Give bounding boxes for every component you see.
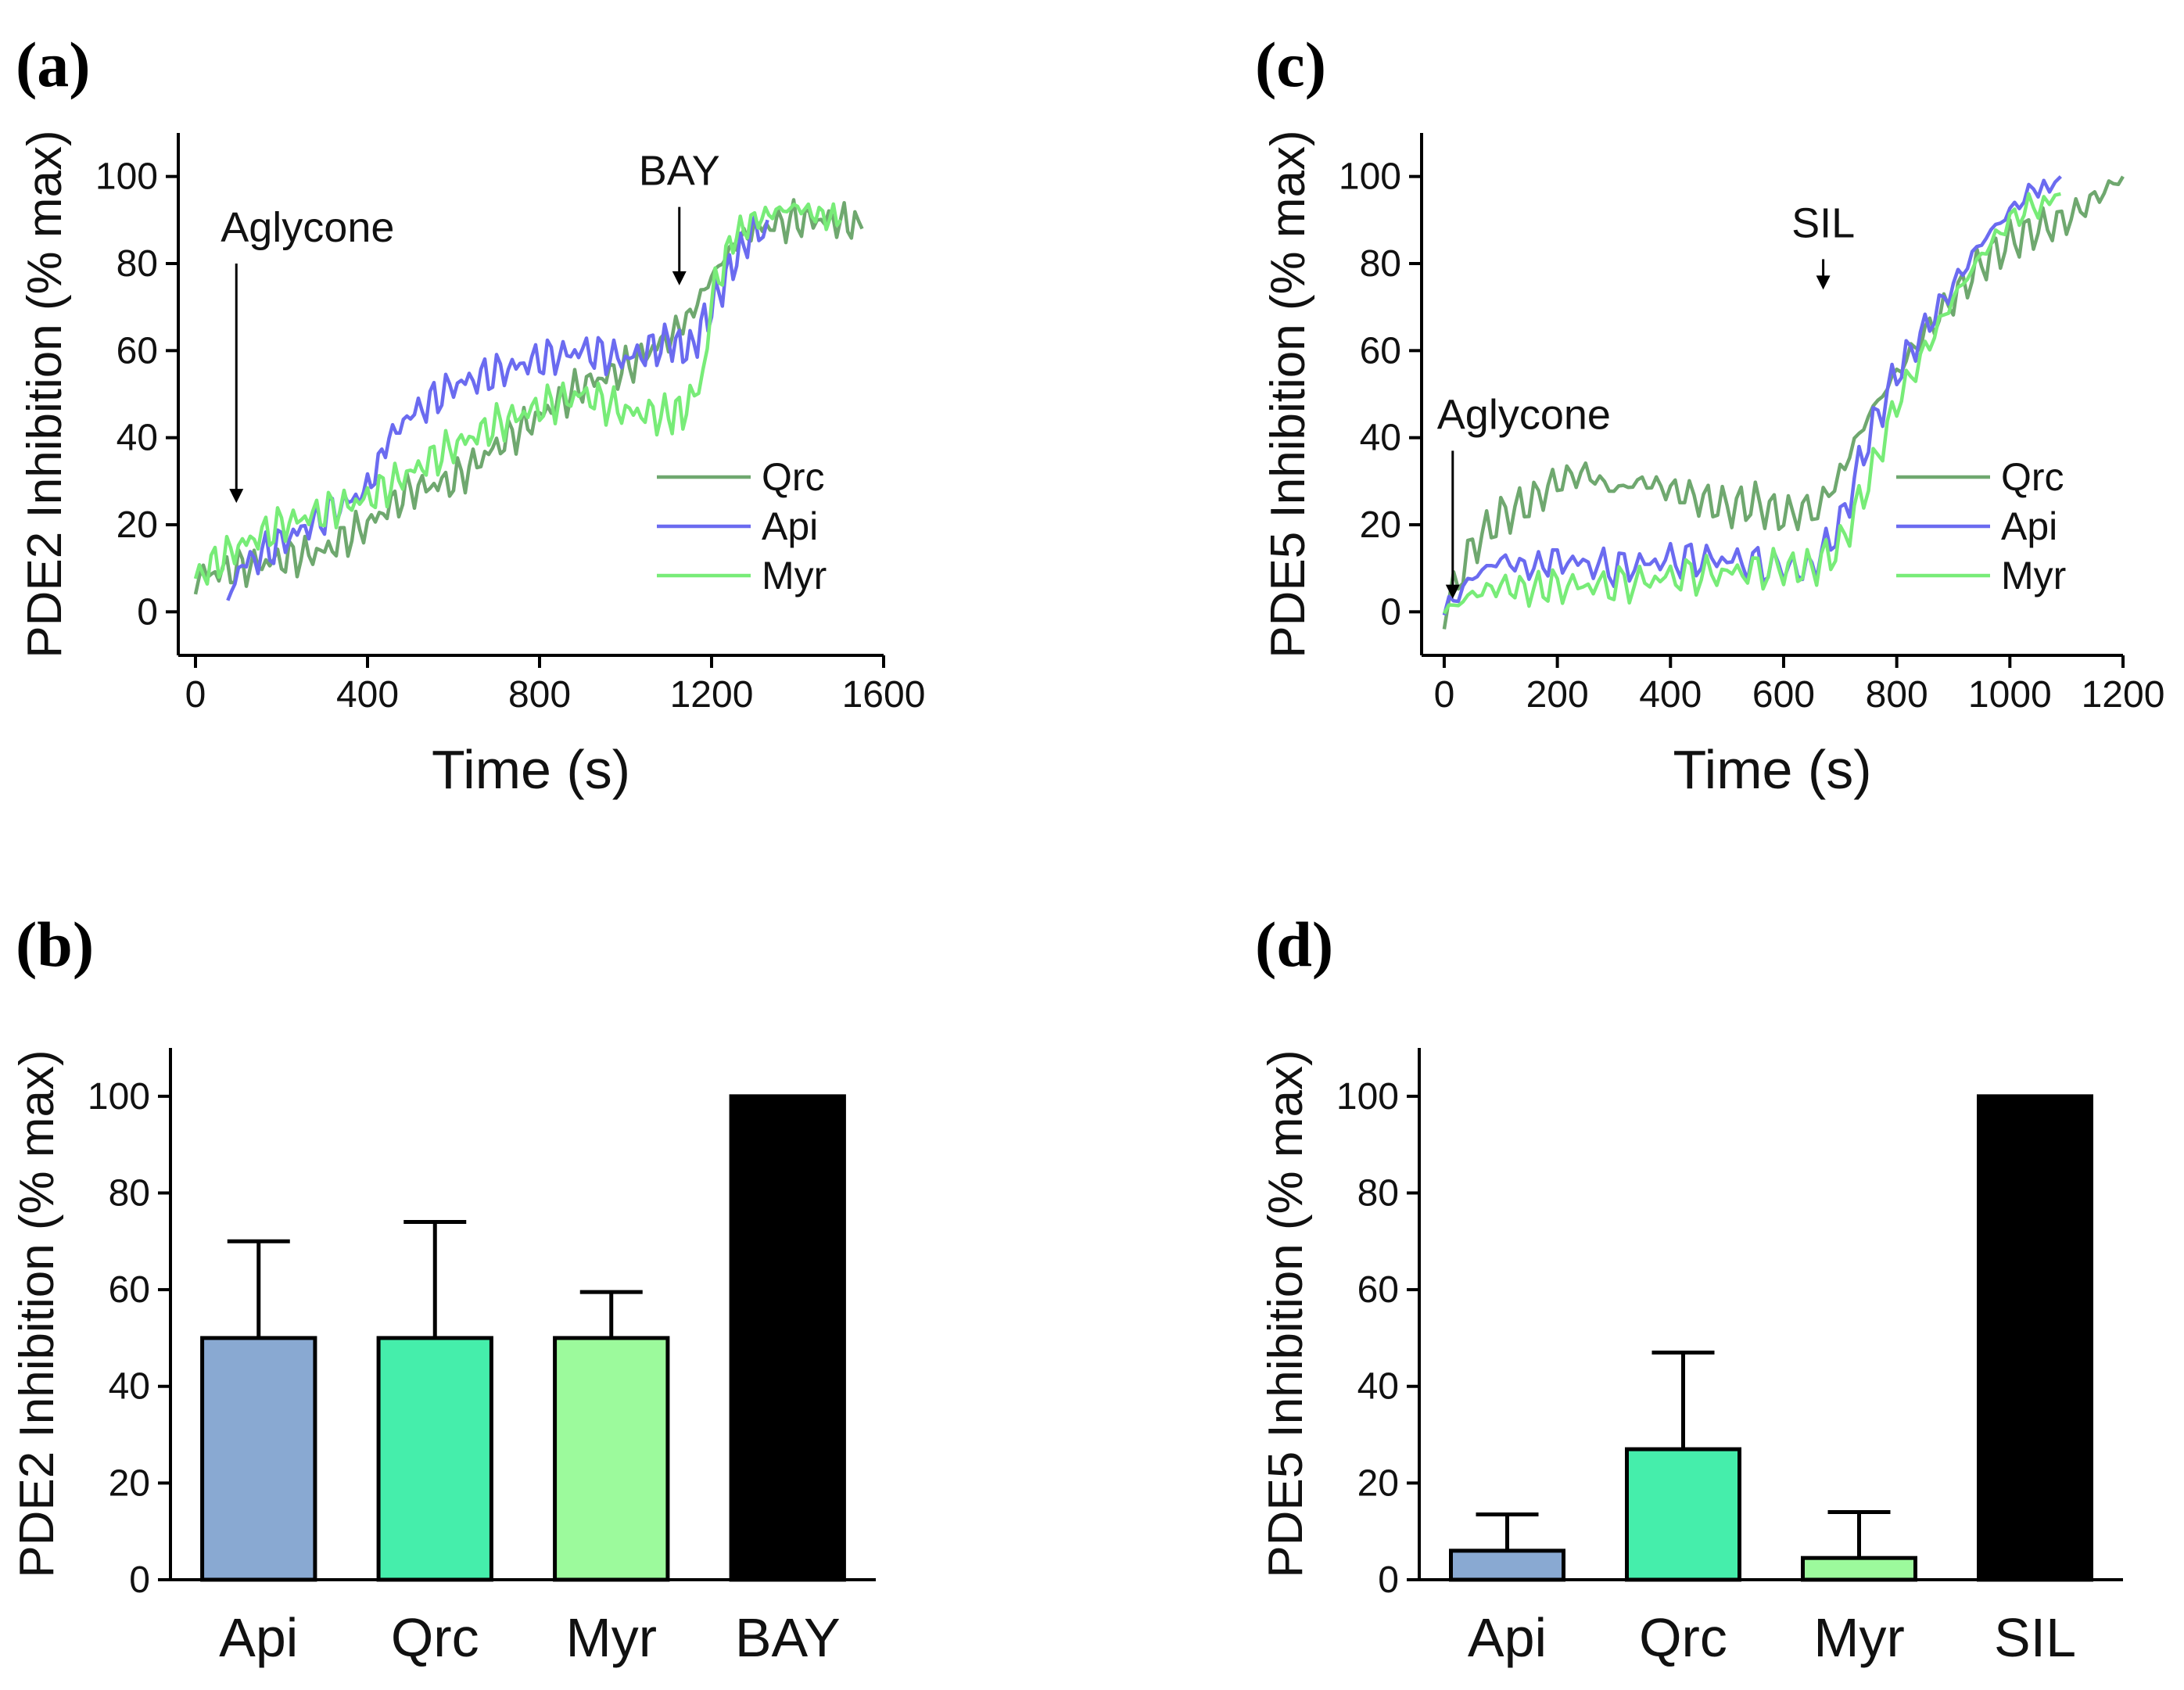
x-tick-label: 600 [1752, 674, 1815, 716]
y-tick-label: 60 [1360, 330, 1401, 371]
y-tick-label: 100 [88, 1076, 150, 1118]
category-label-bay: BAY [735, 1607, 841, 1668]
series-line-qrc [1442, 175, 2125, 630]
y-tick-label: 60 [109, 1269, 150, 1311]
y-tick-label: 60 [1357, 1269, 1399, 1311]
y-axis-label: PDE2 Inhibition (% max) [18, 130, 72, 658]
legend-label-api: Api [2001, 504, 2057, 548]
y-tick-label: 100 [1336, 1076, 1399, 1118]
chart-a-pde2-timecourse: 0 20 40 60 80 100 0 400 800 1200 1600 PDE2 Inhibiti… [18, 130, 925, 800]
x-tick-label: 1200 [2082, 674, 2165, 716]
bar-bay [729, 1094, 846, 1582]
bar-myr [553, 1336, 670, 1582]
bar-myr [1801, 1555, 1917, 1582]
annotation-label: BAY [639, 148, 720, 195]
x-tick-label: 1000 [1968, 674, 2052, 716]
x-tick-label: 400 [336, 674, 399, 716]
y-tick-label: 60 [117, 330, 158, 371]
legend-label-qrc: Qrc [762, 455, 825, 499]
y-tick-label: 0 [129, 1559, 150, 1601]
y-tick-label: 0 [1378, 1559, 1399, 1601]
annotation-arrowhead [1445, 584, 1460, 599]
category-label-sil: SIL [1994, 1607, 2076, 1668]
y-tick-label: 0 [1380, 591, 1401, 633]
x-tick-label: 800 [1866, 674, 1928, 716]
y-tick-label: 80 [117, 243, 158, 285]
y-tick-label: 80 [1357, 1172, 1399, 1214]
annotation-arrowhead [1816, 275, 1831, 290]
y-axis-label: PDE2 Inhibition (% max) [10, 1050, 64, 1577]
annotation-arrowhead [672, 271, 687, 285]
x-tick-label: 200 [1526, 674, 1589, 716]
annotation-label: Aglycone [221, 204, 394, 251]
y-tick-label: 0 [137, 591, 158, 633]
x-tick-label: 1200 [670, 674, 754, 716]
y-tick-label: 80 [109, 1172, 150, 1214]
bar-api [1449, 1548, 1565, 1582]
category-label-api: Api [219, 1607, 298, 1668]
x-tick-label: 0 [1434, 674, 1455, 716]
y-tick-label: 100 [95, 156, 158, 198]
bar-qrc [376, 1336, 493, 1582]
y-tick-label: 20 [1357, 1462, 1399, 1504]
panel-b-label: (b) [16, 909, 94, 980]
y-tick-label: 100 [1339, 156, 1401, 198]
bar-api [200, 1336, 317, 1582]
series-line-qrc [193, 198, 864, 595]
series-line-api [1442, 175, 2062, 616]
category-label-qrc: Qrc [391, 1607, 479, 1668]
x-tick-label: 400 [1639, 674, 1702, 716]
legend-label-myr: Myr [762, 554, 827, 597]
series-line-myr [1442, 192, 2061, 615]
panel-a-label: (a) [16, 29, 91, 100]
y-axis-label: PDE5 Inhibition (% max) [1261, 130, 1315, 658]
series-line-myr [193, 202, 842, 586]
legend-label-myr: Myr [2001, 554, 2066, 597]
y-tick-label: 20 [1360, 504, 1401, 546]
annotation-label: Aglycone [1437, 391, 1611, 438]
y-axis-label: PDE5 Inhibition (% max) [1259, 1050, 1313, 1577]
x-axis-label: Time (s) [1673, 739, 1871, 800]
x-tick-label: 0 [185, 674, 206, 716]
x-axis-label: Time (s) [432, 739, 630, 800]
y-tick-label: 20 [109, 1462, 150, 1504]
y-tick-label: 40 [109, 1366, 150, 1408]
y-tick-label: 40 [1357, 1366, 1399, 1408]
panel-d-label: (d) [1255, 909, 1333, 980]
chart-b-pde2-bars: 0 20 40 60 80 100 PDE2 Inhibition (% max) Api Qr… [10, 1048, 876, 1668]
y-tick-label: 40 [1360, 418, 1401, 459]
y-tick-label: 20 [117, 504, 158, 546]
category-label-myr: Myr [1813, 1607, 1905, 1668]
y-tick-label: 80 [1360, 243, 1401, 285]
bar-qrc [1625, 1447, 1741, 1582]
category-label-api: Api [1468, 1607, 1547, 1668]
legend-label-api: Api [762, 504, 818, 548]
category-label-qrc: Qrc [1639, 1607, 1727, 1668]
y-tick-label: 40 [117, 418, 158, 459]
category-label-myr: Myr [565, 1607, 657, 1668]
chart-d-pde5-bars: 0 20 40 60 80 100 PDE5 Inhibition (% max) Api Qr… [1259, 1048, 2123, 1668]
bar-sil [1977, 1094, 2093, 1582]
x-tick-label: 800 [508, 674, 571, 716]
panel-c-label: (c) [1255, 29, 1326, 100]
legend-label-qrc: Qrc [2001, 455, 2064, 499]
annotation-arrowhead [229, 489, 244, 504]
annotation-label: SIL [1791, 199, 1855, 246]
x-tick-label: 1600 [842, 674, 926, 716]
